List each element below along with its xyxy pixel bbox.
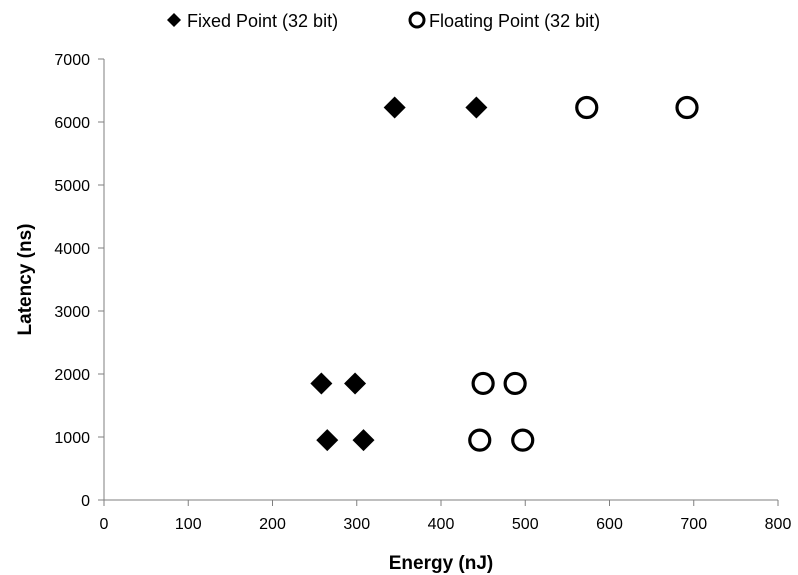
series-floating-point [468, 95, 699, 452]
data-point-fixed [352, 429, 375, 452]
data-point-floating [511, 428, 535, 452]
x-tick-label: 700 [680, 516, 707, 533]
y-tick-label: 4000 [54, 241, 90, 258]
y-tick-label: 2000 [54, 367, 90, 384]
y-tick-label: 3000 [54, 304, 90, 321]
data-point-fixed [344, 372, 367, 395]
data-point-floating [468, 428, 492, 452]
x-tick-label: 100 [175, 516, 202, 533]
legend: Fixed Point (32 bit) Floating Point (32 … [167, 11, 600, 31]
data-points [310, 95, 699, 452]
legend-label-floating-point: Floating Point (32 bit) [429, 11, 600, 31]
x-tick-label: 200 [259, 516, 286, 533]
x-tick-label: 800 [765, 516, 792, 533]
data-point-fixed [310, 372, 333, 395]
data-point-fixed [465, 96, 488, 119]
y-tick-label: 1000 [54, 430, 90, 447]
axes: 0 100 200 300 400 500 600 700 800 0 1000 2000 3000 4… [54, 52, 791, 533]
legend-item-fixed-point: Fixed Point (32 bit) [167, 11, 338, 31]
y-axis-ticks: 0 1000 2000 3000 4000 5000 6000 7000 [54, 52, 104, 510]
y-tick-label: 7000 [54, 52, 90, 69]
x-tick-label: 300 [343, 516, 370, 533]
y-tick-label: 5000 [54, 178, 90, 195]
data-point-floating [675, 95, 699, 120]
legend-label-fixed-point: Fixed Point (32 bit) [187, 11, 338, 31]
legend-marker-open-circle-icon [408, 11, 426, 29]
x-tick-label: 500 [512, 516, 539, 533]
y-axis-title: Latency (ns) [15, 224, 36, 336]
data-point-floating [503, 371, 527, 396]
data-point-fixed [316, 429, 339, 452]
data-point-floating [471, 371, 495, 396]
x-tick-label: 600 [596, 516, 623, 533]
x-axis-ticks: 0 100 200 300 400 500 600 700 800 [100, 500, 792, 533]
series-fixed-point [310, 96, 488, 452]
y-tick-label: 0 [81, 493, 90, 510]
x-tick-label: 0 [100, 516, 109, 533]
data-point-floating [575, 95, 599, 120]
y-tick-label: 6000 [54, 115, 90, 132]
data-point-fixed [383, 96, 406, 119]
x-tick-label: 400 [428, 516, 455, 533]
legend-item-floating-point: Floating Point (32 bit) [408, 11, 600, 31]
legend-marker-diamond-icon [167, 13, 181, 27]
x-axis-title: Energy (nJ) [389, 553, 494, 574]
